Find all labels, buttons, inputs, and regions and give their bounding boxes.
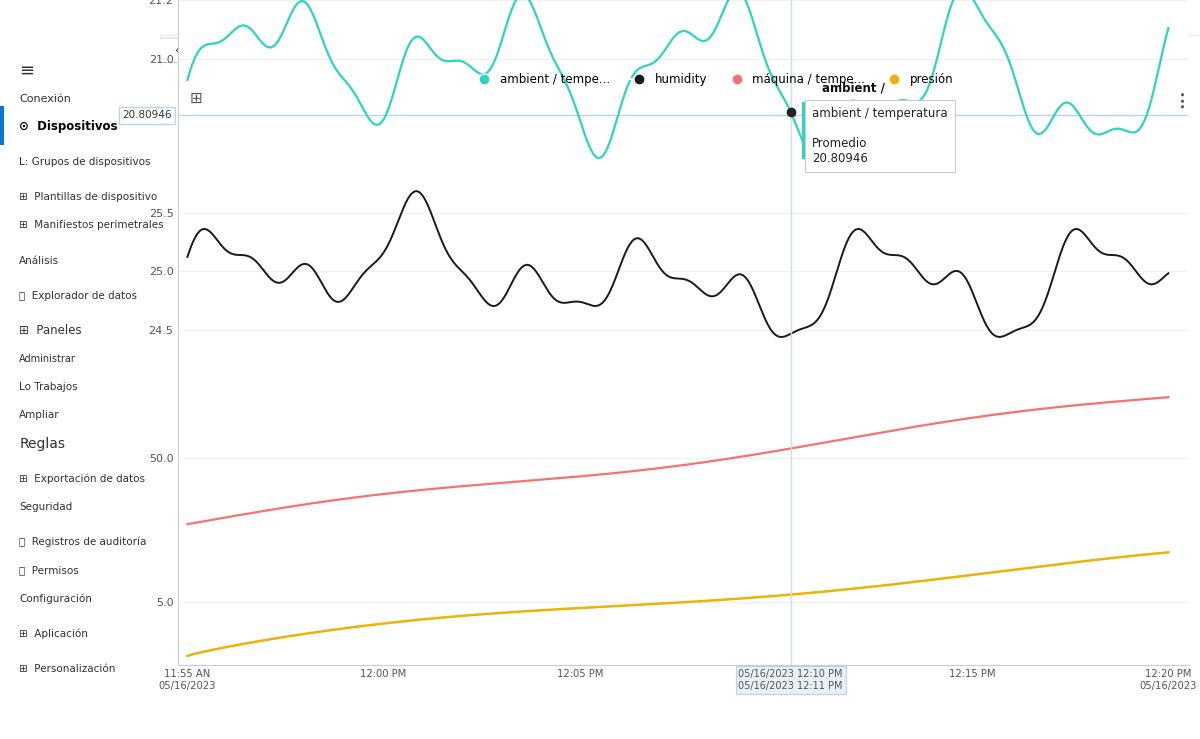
Bar [0, 106, 160, 145]
Text: 🔑  Permisos: 🔑 Permisos [19, 565, 79, 575]
Text: ⊞  Plantillas de dispositivo: ⊞ Plantillas de dispositivo [19, 192, 157, 202]
Text: ambient / temperatura

Promedio
20.80946: ambient / temperatura Promedio 20.80946 [812, 107, 948, 165]
Text: Administración de almacén: Administración de almacén [96, 10, 305, 25]
Text: ⊞  Personalización: ⊞ Personalización [19, 664, 115, 674]
Text: Administrar: Administrar [19, 354, 76, 364]
Legend: ambient / tempe..., humidity, máquina / tempe..., presión: ambient / tempe..., humidity, máquina / … [468, 69, 958, 91]
FancyBboxPatch shape [155, 38, 362, 62]
Text: ambient /: ambient / [822, 81, 884, 95]
Text: 📋  Registros de auditoría: 📋 Registros de auditoría [19, 537, 146, 548]
Text: ≡: ≡ [19, 61, 35, 80]
Text: 20.80946: 20.80946 [122, 110, 172, 120]
Text: Configuración: Configuración [19, 593, 92, 604]
Text: ‹  Volver a la vista de pane: ‹ Volver a la vista de pane [175, 44, 334, 57]
Text: Lo Trabajos: Lo Trabajos [19, 382, 78, 392]
FancyBboxPatch shape [384, 5, 816, 30]
Text: Reglas: Reglas [19, 437, 65, 451]
Text: ⚙  ?  👤: ⚙ ? 👤 [1084, 11, 1124, 24]
Bar [803, 102, 810, 159]
Text: ⊞  Aplicación: ⊞ Aplicación [19, 628, 88, 638]
Text: ⊞: ⊞ [190, 91, 202, 106]
Text: 📈  Explorador de datos: 📈 Explorador de datos [19, 290, 137, 301]
Text: L: Grupos de dispositivos: L: Grupos de dispositivos [19, 157, 151, 167]
Text: Análisis: Análisis [19, 256, 59, 265]
Text: Conexión: Conexión [19, 94, 71, 103]
Text: ⊞  Paneles: ⊞ Paneles [19, 324, 82, 338]
Text: ⊞  Exportación de datos: ⊞ Exportación de datos [19, 474, 145, 484]
Text: Seguridad: Seguridad [19, 502, 72, 512]
Text: 🔍: 🔍 [596, 11, 604, 24]
Bar [0, 106, 4, 145]
Text: ⊞  Manifiestos perimetrales: ⊞ Manifiestos perimetrales [19, 220, 163, 231]
Text: ⊙  Dispositivos: ⊙ Dispositivos [19, 120, 118, 134]
Text: Ampliar: Ampliar [19, 410, 60, 420]
Text: •••: ••• [1177, 89, 1187, 108]
